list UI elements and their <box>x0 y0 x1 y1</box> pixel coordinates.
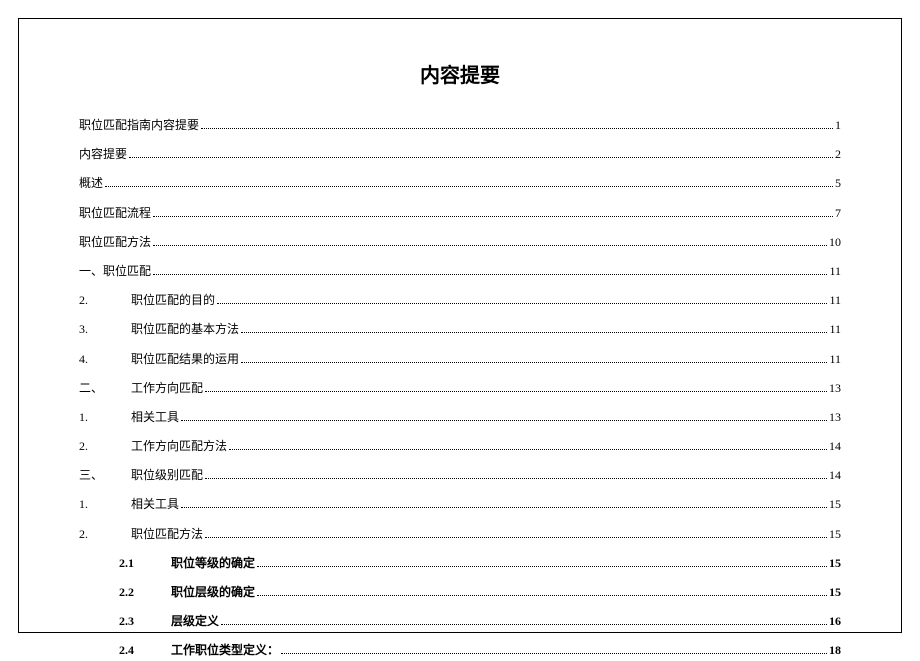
toc-entry: 4.职位匹配结果的运用 11 <box>79 350 841 369</box>
toc-entry-number: 2. <box>79 525 131 544</box>
toc-leader-dots <box>153 245 827 246</box>
document-page: 内容提要 职位匹配指南内容提要 1 内容提要 2 概述 5 职位匹配流程 7 职位匹配方法 10 一… <box>18 18 902 633</box>
toc-entry-page: 7 <box>835 204 841 223</box>
toc-entry-page: 5 <box>835 174 841 193</box>
toc-entry: 3.职位匹配的基本方法 11 <box>79 320 841 339</box>
toc-leader-dots <box>205 478 827 479</box>
toc-entry-label: 一、职位匹配 <box>79 262 151 281</box>
toc-entry: 职位匹配指南内容提要 1 <box>79 116 841 135</box>
toc-leader-dots <box>205 391 827 392</box>
toc-entry: 职位匹配流程 7 <box>79 204 841 223</box>
toc-leader-dots <box>181 420 827 421</box>
toc-entry-page: 10 <box>829 233 841 252</box>
toc-entry-label: 职位级别匹配 <box>131 466 203 485</box>
toc-entry-number: 2.1 <box>79 554 171 573</box>
toc-entry-page: 15 <box>829 583 841 602</box>
toc-entry-page: 11 <box>829 262 841 281</box>
toc-leader-dots <box>241 332 827 333</box>
toc-leader-dots <box>105 186 833 187</box>
toc-entry: 一、职位匹配 11 <box>79 262 841 281</box>
toc-entry-page: 13 <box>829 408 841 427</box>
toc-entry: 2.工作方向匹配方法 14 <box>79 437 841 456</box>
toc-entry: 内容提要 2 <box>79 145 841 164</box>
toc-entry-label: 内容提要 <box>79 145 127 164</box>
toc-entry-label: 层级定义 <box>171 612 219 631</box>
toc-entry-label: 职位匹配方法 <box>79 233 151 252</box>
toc-leader-dots <box>153 216 833 217</box>
toc-entry-page: 2 <box>835 145 841 164</box>
toc-entry-page: 15 <box>829 554 841 573</box>
toc-leader-dots <box>241 362 827 363</box>
toc-entry: 概述 5 <box>79 174 841 193</box>
toc-entry-label: 工作方向匹配 <box>131 379 203 398</box>
toc-entry: 2.1职位等级的确定 15 <box>79 554 841 573</box>
toc-leader-dots <box>257 566 827 567</box>
toc-entry: 三、职位级别匹配 14 <box>79 466 841 485</box>
toc-entry-page: 11 <box>829 350 841 369</box>
toc-entry-label: 相关工具 <box>131 495 179 514</box>
toc-entry-page: 14 <box>829 466 841 485</box>
toc-entry-page: 11 <box>829 291 841 310</box>
toc-entry: 2.3层级定义 16 <box>79 612 841 631</box>
toc-entry: 2.职位匹配方法 15 <box>79 525 841 544</box>
toc-entry-number: 三、 <box>79 466 131 485</box>
table-of-contents: 职位匹配指南内容提要 1 内容提要 2 概述 5 职位匹配流程 7 职位匹配方法 10 一、职位匹配… <box>79 116 841 661</box>
toc-entry: 职位匹配方法 10 <box>79 233 841 252</box>
toc-entry-page: 13 <box>829 379 841 398</box>
toc-entry: 1.相关工具 15 <box>79 495 841 514</box>
page-title: 内容提要 <box>79 59 841 88</box>
toc-entry-label: 职位匹配结果的运用 <box>131 350 239 369</box>
toc-entry-number: 1. <box>79 408 131 427</box>
toc-entry-label: 相关工具 <box>131 408 179 427</box>
toc-entry-number: 3. <box>79 320 131 339</box>
toc-entry-number: 2. <box>79 437 131 456</box>
toc-entry-label: 职位匹配流程 <box>79 204 151 223</box>
toc-leader-dots <box>181 507 827 508</box>
toc-entry-page: 15 <box>829 525 841 544</box>
toc-leader-dots <box>217 303 827 304</box>
toc-entry-page: 1 <box>835 116 841 135</box>
toc-entry-number: 二、 <box>79 379 131 398</box>
toc-entry-label: 职位匹配的目的 <box>131 291 215 310</box>
toc-entry: 2.2职位层级的确定 15 <box>79 583 841 602</box>
toc-entry-number: 2.2 <box>79 583 171 602</box>
toc-leader-dots <box>153 274 827 275</box>
toc-entry-label: 职位匹配的基本方法 <box>131 320 239 339</box>
toc-entry-number: 2. <box>79 291 131 310</box>
toc-entry: 二、工作方向匹配 13 <box>79 379 841 398</box>
toc-entry-label: 职位匹配指南内容提要 <box>79 116 199 135</box>
toc-entry-number: 2.3 <box>79 612 171 631</box>
toc-entry-number: 1. <box>79 495 131 514</box>
toc-leader-dots <box>229 449 827 450</box>
toc-entry-label: 概述 <box>79 174 103 193</box>
toc-entry-label: 工作方向匹配方法 <box>131 437 227 456</box>
toc-leader-dots <box>221 624 827 625</box>
toc-entry-label: 职位等级的确定 <box>171 554 255 573</box>
toc-entry-number: 4. <box>79 350 131 369</box>
toc-leader-dots <box>201 128 833 129</box>
toc-leader-dots <box>281 653 827 654</box>
toc-leader-dots <box>129 157 833 158</box>
toc-entry-page: 15 <box>829 495 841 514</box>
toc-entry: 2.职位匹配的目的 11 <box>79 291 841 310</box>
toc-entry-label: 职位层级的确定 <box>171 583 255 602</box>
toc-leader-dots <box>257 595 827 596</box>
toc-entry: 1.相关工具 13 <box>79 408 841 427</box>
toc-leader-dots <box>205 537 827 538</box>
toc-entry-page: 16 <box>829 612 841 631</box>
toc-entry-page: 11 <box>829 320 841 339</box>
toc-entry-page: 14 <box>829 437 841 456</box>
toc-entry-label: 职位匹配方法 <box>131 525 203 544</box>
